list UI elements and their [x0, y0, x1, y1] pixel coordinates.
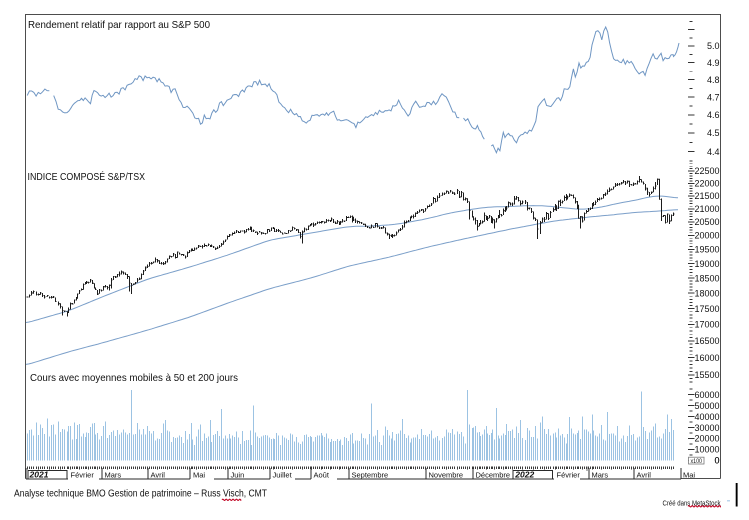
svg-text:50000: 50000: [694, 401, 719, 411]
svg-text:Cours avec moyennes mobiles à: Cours avec moyennes mobiles à 50 et 200 …: [30, 372, 238, 384]
svg-text:22000: 22000: [694, 179, 719, 189]
svg-text:Analyse technique BMO Gestion: Analyse technique BMO Gestion de patrimo…: [14, 488, 267, 500]
svg-text:4.7: 4.7: [707, 92, 720, 102]
svg-text:22500: 22500: [694, 166, 719, 176]
svg-text:Février: Février: [71, 471, 95, 480]
svg-text:Avril: Avril: [151, 471, 166, 480]
svg-text:30000: 30000: [694, 423, 719, 433]
svg-text:Juillet: Juillet: [273, 471, 293, 480]
svg-text:Mars: Mars: [105, 471, 122, 480]
svg-text:Mars: Mars: [592, 471, 609, 480]
svg-text:Juin: Juin: [231, 471, 245, 480]
svg-text:x100: x100: [691, 459, 703, 465]
svg-text:4.9: 4.9: [707, 58, 720, 68]
svg-text:4.4: 4.4: [707, 147, 720, 157]
svg-text:Mai: Mai: [193, 471, 205, 480]
svg-text:Décembre: Décembre: [476, 471, 511, 480]
svg-text:17000: 17000: [694, 320, 719, 330]
svg-text:0: 0: [714, 456, 719, 466]
svg-text:Février: Février: [557, 471, 581, 480]
svg-text:Créé dans MetaStock: Créé dans MetaStock: [663, 501, 721, 508]
svg-text:18000: 18000: [694, 288, 719, 298]
svg-text:21000: 21000: [694, 204, 719, 214]
svg-text:Septembre: Septembre: [352, 471, 389, 480]
svg-text:40000: 40000: [694, 412, 719, 422]
svg-text:Mai: Mai: [683, 471, 695, 480]
svg-text:20500: 20500: [694, 217, 719, 227]
svg-text:60000: 60000: [694, 390, 719, 400]
svg-text:20000: 20000: [694, 231, 719, 241]
svg-text:2022: 2022: [514, 470, 535, 479]
svg-text:15500: 15500: [694, 370, 719, 380]
svg-text:16500: 16500: [694, 336, 719, 346]
svg-text:4.8: 4.8: [707, 75, 720, 85]
svg-text:Avril: Avril: [637, 471, 652, 480]
svg-text:20000: 20000: [694, 434, 719, 444]
svg-text:10000: 10000: [694, 445, 719, 455]
svg-text:19500: 19500: [694, 245, 719, 255]
svg-text:Novembre: Novembre: [429, 471, 464, 480]
svg-text:2021: 2021: [28, 470, 49, 479]
svg-text:Août: Août: [314, 471, 330, 480]
svg-text:4.6: 4.6: [707, 110, 720, 120]
svg-text:21500: 21500: [694, 191, 719, 201]
svg-text:19000: 19000: [694, 259, 719, 269]
svg-text:18500: 18500: [694, 273, 719, 283]
svg-text:Rendement relatif par rapport: Rendement relatif par rapport au S&P 500: [28, 19, 210, 31]
svg-text:16000: 16000: [694, 353, 719, 363]
svg-text:INDICE COMPOSÉ S&P/TSX: INDICE COMPOSÉ S&P/TSX: [28, 170, 146, 183]
svg-text:17500: 17500: [694, 304, 719, 314]
svg-text:4.5: 4.5: [707, 128, 720, 138]
svg-text:0: 0: [714, 456, 719, 466]
svg-text:5.0: 5.0: [707, 41, 720, 51]
